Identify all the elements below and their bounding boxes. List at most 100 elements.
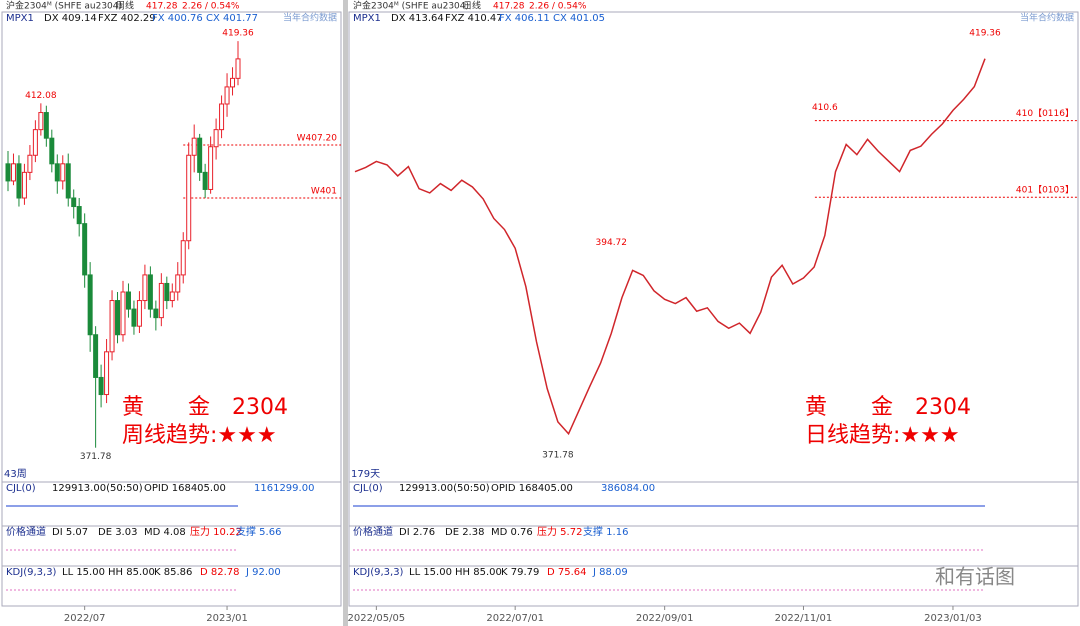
indicator-label: 价格通道	[6, 525, 46, 538]
candle-body	[235, 58, 241, 79]
period: 周线	[116, 0, 134, 12]
indicator-label: CJL(0)	[353, 483, 383, 494]
indicator-label: K 79.79	[501, 567, 539, 578]
indicator-frame	[348, 565, 1079, 607]
overlay-title: 黄 金 2304	[805, 395, 971, 420]
candle-body	[213, 129, 219, 148]
candle-body	[142, 274, 148, 302]
candle-body	[186, 154, 192, 242]
indicator-label: DE 2.38	[445, 527, 484, 538]
indicator-label: D 82.78	[200, 567, 240, 578]
indicator-label: 价格通道	[353, 525, 393, 538]
candle-body	[136, 300, 142, 327]
x-tick-label: 2022/07	[64, 613, 106, 624]
candle-body	[43, 112, 49, 139]
level-label: 410【0116】	[1016, 108, 1074, 119]
overlay-title: 黄 金 2304	[122, 395, 288, 420]
indicator-label: OPID 168405.00	[144, 483, 226, 494]
candle-body	[82, 223, 88, 276]
ma-legend: FX 406.11	[499, 13, 550, 24]
splitter	[343, 0, 348, 626]
period: 日线	[463, 0, 481, 12]
candle-body	[10, 163, 16, 182]
indicator-label: J 88.09	[592, 567, 628, 578]
x-tick-label: 2023/01/03	[924, 613, 982, 624]
indicator-label: 压力 5.72	[537, 525, 582, 538]
candle-body	[164, 282, 170, 302]
last-price: 417.28	[493, 2, 525, 12]
ma-legend: CX 401.77	[206, 13, 258, 24]
candle-body	[27, 154, 33, 173]
extreme-label: 419.36	[969, 28, 1001, 38]
candle-body	[191, 137, 197, 156]
overlay-trend: 周线趋势:★★★	[122, 423, 277, 448]
extreme-label: 412.08	[25, 91, 57, 101]
indicator-label: HH 85.00	[455, 567, 502, 578]
candle-body	[98, 376, 104, 396]
extreme-label: 371.78	[80, 452, 112, 462]
candle-body	[71, 197, 77, 208]
candle-body	[5, 163, 11, 182]
candle-body	[175, 274, 181, 293]
level-label: W407.20	[297, 134, 338, 144]
ma-legend: MPX1	[6, 13, 34, 24]
x-tick-label: 2022/11/01	[775, 613, 833, 624]
candle-body	[104, 351, 110, 396]
data-note: 当年合约数据	[283, 12, 337, 24]
indicator-label: KDJ(9,3,3)	[6, 567, 57, 578]
price-line	[354, 58, 986, 436]
candle-body	[49, 137, 55, 165]
extreme-label: 371.78	[542, 450, 574, 460]
indicator-label: 支撑 1.16	[583, 525, 628, 538]
indicator-label: OPID 168405.00	[491, 483, 573, 494]
candle-body	[54, 163, 60, 182]
ma-legend: FXZ 410.47	[445, 13, 503, 24]
x-tick-label: 2022/05/05	[348, 613, 406, 624]
candle-body	[219, 103, 225, 131]
candle-body	[93, 334, 99, 378]
candle-body	[109, 300, 115, 353]
candle-body	[208, 146, 214, 190]
indicator-label: KDJ(9,3,3)	[353, 567, 404, 578]
indicator-label: 1161299.00	[254, 483, 314, 494]
extreme-label: 394.72	[596, 238, 628, 248]
ma-legend: FXZ 402.29	[98, 13, 156, 24]
indicator-frame	[1, 565, 342, 607]
indicator-label: LL 15.00	[62, 567, 105, 578]
candle-body	[158, 282, 164, 319]
price-change: 2.26 / 0.54%	[529, 2, 587, 12]
price-change: 2.26 / 0.54%	[182, 2, 240, 12]
candle-body	[131, 308, 137, 327]
candle-body	[38, 112, 44, 131]
candle-body	[32, 129, 38, 156]
candle-body	[16, 163, 22, 199]
indicator-label: 129913.00(50:50)	[52, 483, 143, 494]
candle-body	[21, 171, 27, 199]
x-tick-label: 2022/09/01	[636, 613, 694, 624]
candle-body	[60, 163, 66, 182]
indicator-label: HH 85.00	[108, 567, 155, 578]
candle-body	[180, 240, 186, 276]
level-label: W401	[311, 187, 337, 197]
candle-body	[115, 300, 121, 336]
candle-body	[120, 291, 126, 336]
ma-legend: MPX1	[353, 13, 381, 24]
candle-body	[230, 77, 236, 88]
candle-body	[65, 163, 71, 199]
candle-body	[197, 137, 203, 173]
ma-legend: CX 401.05	[553, 13, 605, 24]
last-price: 417.28	[146, 2, 178, 12]
x-tick-label: 2023/01	[206, 613, 248, 624]
overlay-trend: 日线趋势:★★★	[805, 423, 960, 448]
candle-body	[153, 308, 159, 319]
instrument: 沪金2304ᴹ (SHFE au2304)	[353, 0, 469, 12]
indicator-label: 压力 10.22	[190, 525, 242, 538]
candle-body	[224, 86, 230, 105]
x-tick-label: 2022/07/01	[486, 613, 544, 624]
ma-legend: FX 400.76	[152, 13, 203, 24]
indicator-label: MD 4.08	[144, 527, 186, 538]
indicator-label: 129913.00(50:50)	[399, 483, 490, 494]
ma-legend: DX 413.64	[391, 13, 444, 24]
bar-count: 43周	[4, 468, 27, 480]
